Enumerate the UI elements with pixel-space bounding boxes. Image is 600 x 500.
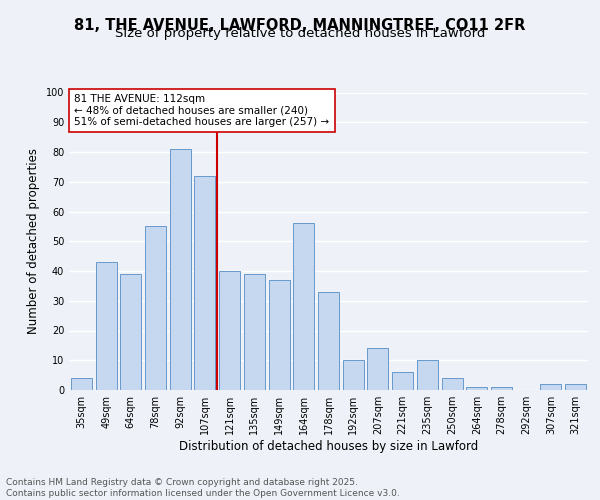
Bar bbox=[120, 274, 141, 390]
Bar bbox=[343, 360, 364, 390]
Bar bbox=[71, 378, 92, 390]
Bar bbox=[466, 387, 487, 390]
Bar bbox=[145, 226, 166, 390]
Bar bbox=[95, 262, 116, 390]
Bar bbox=[392, 372, 413, 390]
Bar bbox=[194, 176, 215, 390]
Text: Size of property relative to detached houses in Lawford: Size of property relative to detached ho… bbox=[115, 28, 485, 40]
Bar bbox=[541, 384, 562, 390]
Bar bbox=[293, 224, 314, 390]
Bar bbox=[170, 149, 191, 390]
Text: 81 THE AVENUE: 112sqm
← 48% of detached houses are smaller (240)
51% of semi-det: 81 THE AVENUE: 112sqm ← 48% of detached … bbox=[74, 94, 329, 127]
X-axis label: Distribution of detached houses by size in Lawford: Distribution of detached houses by size … bbox=[179, 440, 478, 453]
Bar bbox=[244, 274, 265, 390]
Bar bbox=[565, 384, 586, 390]
Bar bbox=[367, 348, 388, 390]
Bar bbox=[417, 360, 438, 390]
Bar bbox=[269, 280, 290, 390]
Bar bbox=[491, 387, 512, 390]
Bar bbox=[318, 292, 339, 390]
Bar bbox=[219, 271, 240, 390]
Text: 81, THE AVENUE, LAWFORD, MANNINGTREE, CO11 2FR: 81, THE AVENUE, LAWFORD, MANNINGTREE, CO… bbox=[74, 18, 526, 32]
Bar bbox=[442, 378, 463, 390]
Y-axis label: Number of detached properties: Number of detached properties bbox=[27, 148, 40, 334]
Text: Contains HM Land Registry data © Crown copyright and database right 2025.
Contai: Contains HM Land Registry data © Crown c… bbox=[6, 478, 400, 498]
